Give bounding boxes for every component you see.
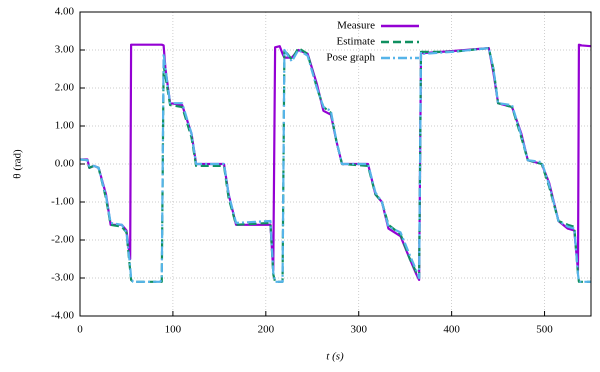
- series-line: [79, 47, 591, 283]
- x-tick-label: 0: [77, 324, 83, 336]
- x-tick-label: 100: [165, 324, 182, 336]
- legend-label: Measure: [337, 20, 375, 32]
- y-tick-label: 4.00: [55, 6, 75, 18]
- x-tick-label: 300: [350, 324, 367, 336]
- x-axis-label: t (s): [326, 351, 344, 363]
- y-axis-label: θ (rad): [12, 149, 24, 179]
- series-line: [79, 47, 591, 283]
- legend-label: Pose graph: [326, 52, 375, 64]
- y-tick-label: 0.00: [55, 158, 75, 170]
- x-tick-label: 500: [536, 324, 553, 336]
- plot-frame: [79, 11, 592, 317]
- legend-entry: Pose graph: [326, 52, 419, 64]
- legend-label: Estimate: [337, 36, 376, 48]
- y-tick-label: -3.00: [51, 272, 74, 284]
- y-tick-label: -2.00: [51, 234, 74, 246]
- y-tick-label: -1.00: [51, 196, 74, 208]
- y-tick-label: 3.00: [55, 44, 75, 56]
- x-tick-label: 400: [443, 324, 460, 336]
- y-tick-label: -4.00: [51, 310, 74, 322]
- y-tick-label: 2.00: [55, 82, 75, 94]
- series-line: [80, 43, 592, 281]
- legend-entry: Measure: [337, 20, 419, 32]
- y-tick-label: 1.00: [55, 120, 75, 132]
- x-tick-label: 200: [258, 324, 275, 336]
- legend-entry: Estimate: [337, 36, 419, 48]
